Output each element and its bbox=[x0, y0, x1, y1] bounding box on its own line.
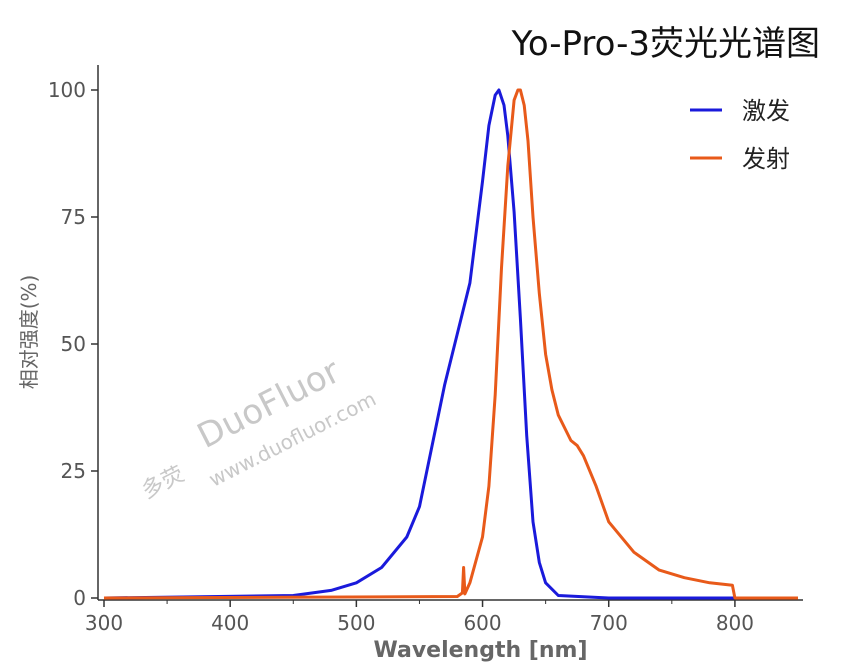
series-line-emission bbox=[103, 88, 798, 600]
y-tick-label: 25 bbox=[61, 459, 86, 483]
legend-label: 激发 bbox=[742, 97, 790, 125]
y-tick-label: 100 bbox=[48, 78, 86, 102]
ticks: 300 400 500 600 700 800 0 25 50 75 100 bbox=[48, 78, 754, 635]
watermark: DuoFluor www.duofluor.com 多荧 bbox=[138, 351, 380, 504]
watermark-logo: 多荧 bbox=[138, 462, 189, 504]
x-tick-label: 300 bbox=[85, 611, 123, 635]
series-line-excitation bbox=[103, 88, 798, 600]
chart-title: Yo-Pro-3荧光光谱图 bbox=[511, 24, 820, 64]
y-tick-label: 75 bbox=[61, 205, 86, 229]
x-axis-label: Wavelength [nm] bbox=[374, 638, 588, 663]
x-tick-label: 600 bbox=[463, 611, 501, 635]
x-tick-label: 700 bbox=[590, 611, 628, 635]
y-tick-label: 0 bbox=[73, 586, 86, 610]
axes bbox=[97, 65, 803, 601]
x-tick-label: 500 bbox=[337, 611, 375, 635]
y-tick-label: 50 bbox=[61, 332, 86, 356]
x-tick-label: 400 bbox=[211, 611, 249, 635]
legend-label: 发射 bbox=[742, 145, 790, 173]
series-layer bbox=[103, 88, 798, 600]
x-tick-label: 800 bbox=[716, 611, 754, 635]
y-axis-label: 相对强度(%) bbox=[17, 275, 41, 390]
